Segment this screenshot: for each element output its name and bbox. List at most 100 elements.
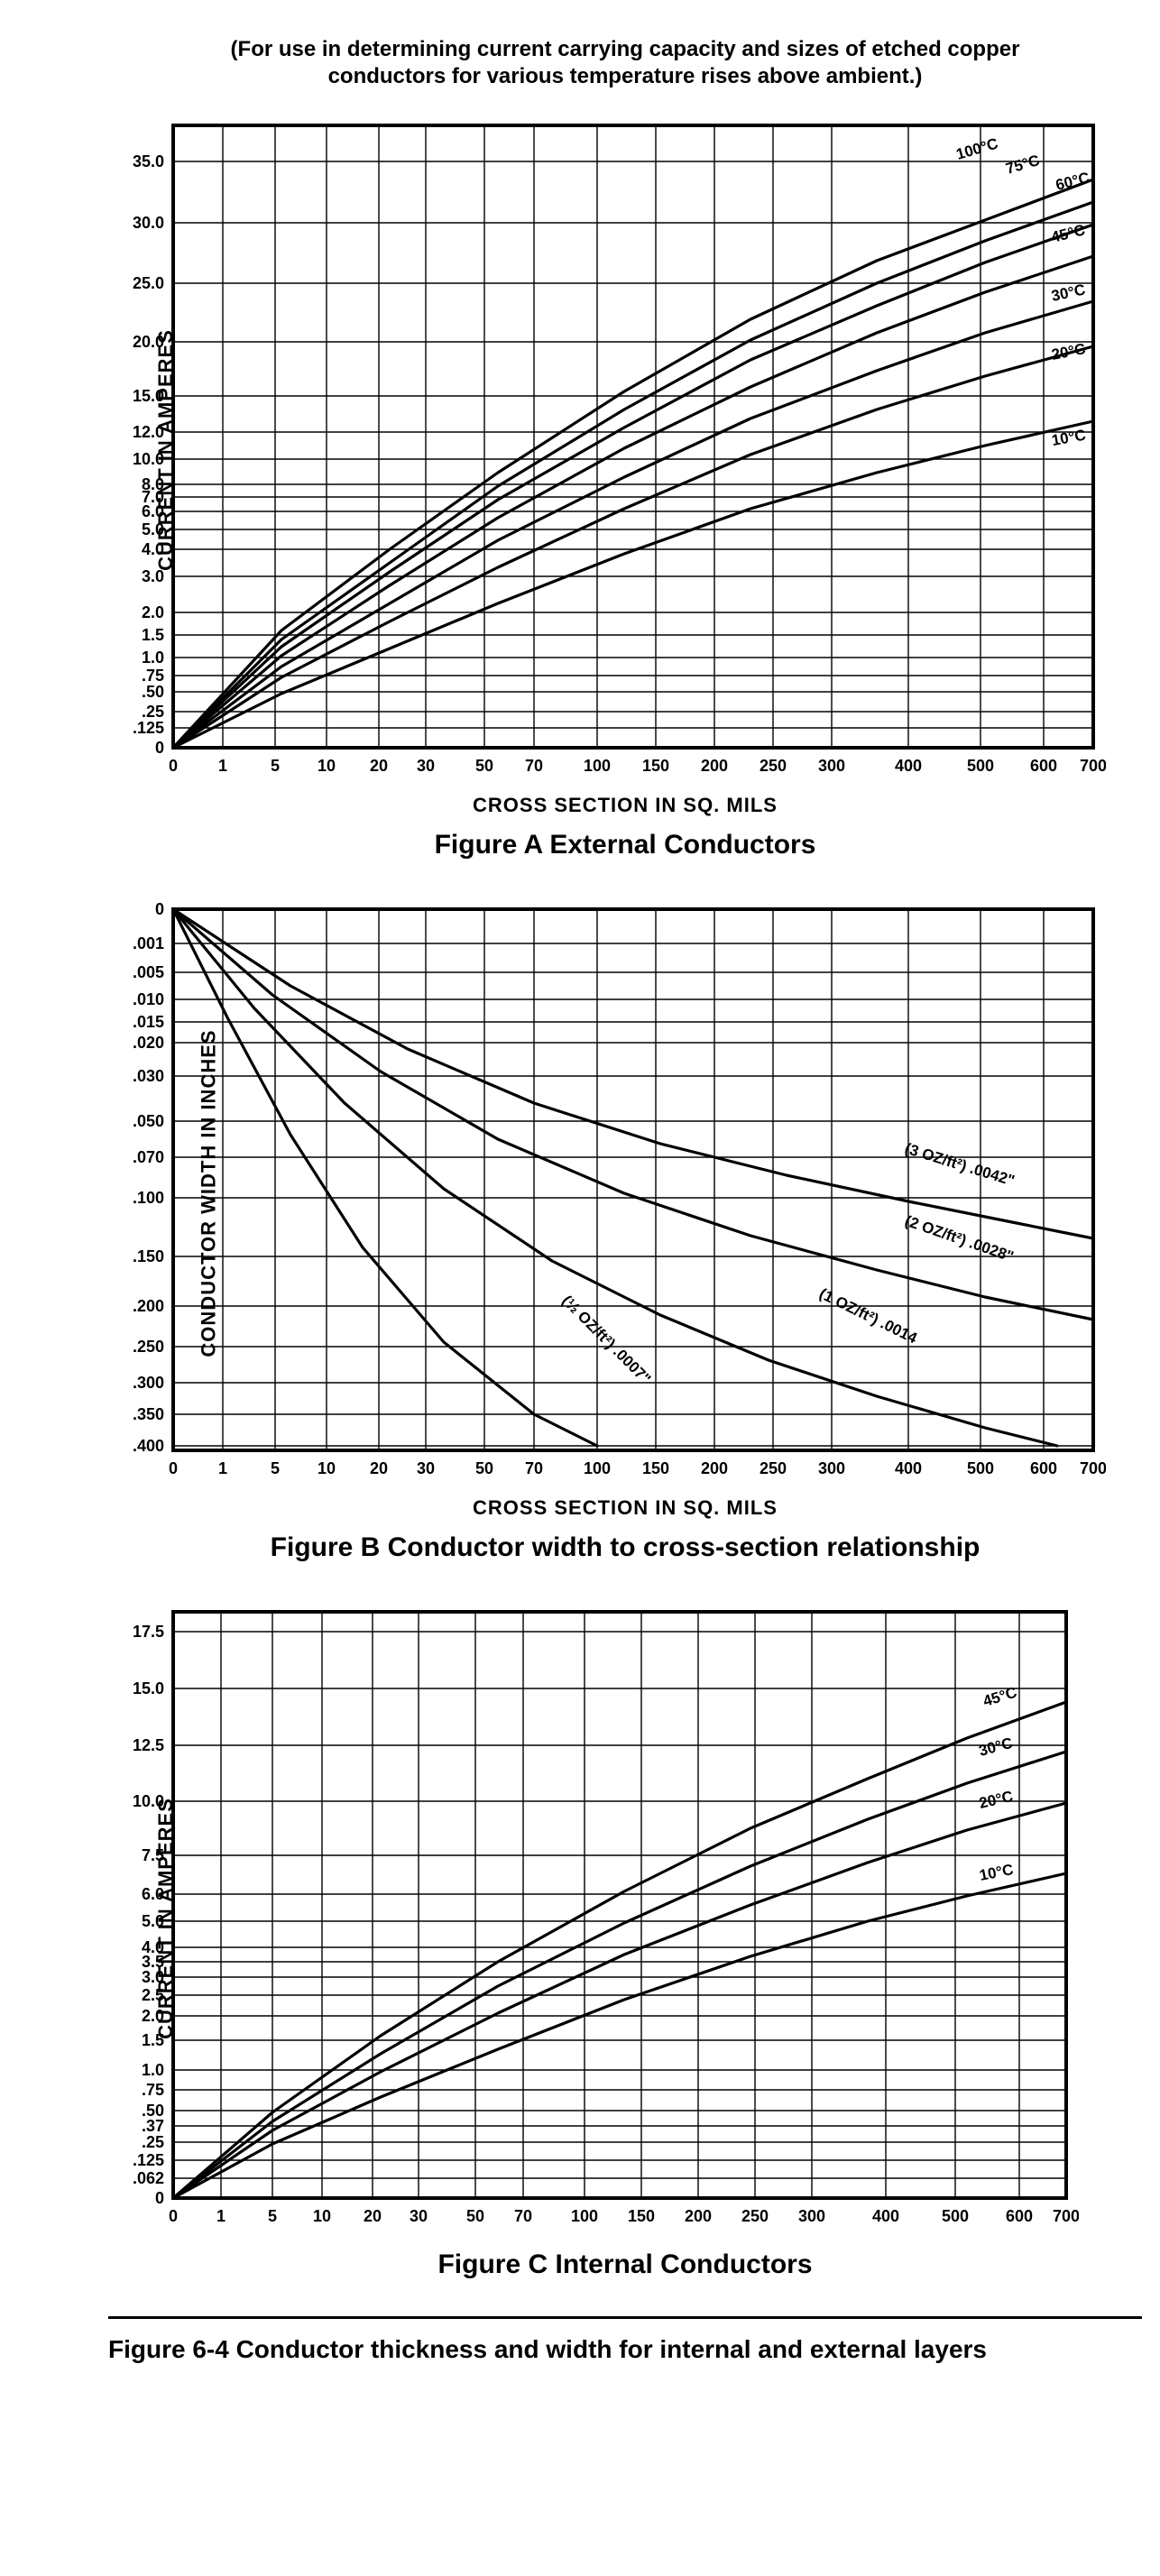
svg-text:200: 200 xyxy=(701,757,728,775)
svg-text:75°C: 75°C xyxy=(1004,152,1042,178)
svg-text:0: 0 xyxy=(169,757,178,775)
svg-text:.50: .50 xyxy=(142,683,164,701)
svg-text:.010: .010 xyxy=(133,990,164,1008)
figure-a-title: Figure A External Conductors xyxy=(108,830,1142,860)
svg-text:30°C: 30°C xyxy=(977,1734,1015,1760)
figure-b-xlabel: CROSS SECTION IN SQ. MILS xyxy=(108,1496,1142,1520)
svg-text:5: 5 xyxy=(271,1459,280,1477)
svg-text:.100: .100 xyxy=(133,1189,164,1207)
figure-b-svg: (3 OZ/ft²) .0042"(2 OZ/ft²) .0028"(1 OZ/… xyxy=(108,897,1106,1485)
svg-text:50: 50 xyxy=(475,757,493,775)
svg-text:600: 600 xyxy=(1030,757,1057,775)
svg-text:1.5: 1.5 xyxy=(142,626,164,644)
svg-text:700: 700 xyxy=(1080,1459,1106,1477)
figure-c-title: Figure C Internal Conductors xyxy=(108,2249,1142,2280)
svg-text:600: 600 xyxy=(1006,2207,1033,2225)
svg-text:.150: .150 xyxy=(133,1247,164,1265)
svg-text:20: 20 xyxy=(370,1459,388,1477)
svg-text:600: 600 xyxy=(1030,1459,1057,1477)
svg-text:.125: .125 xyxy=(133,719,164,737)
svg-text:.25: .25 xyxy=(142,2133,164,2151)
svg-text:20: 20 xyxy=(364,2207,382,2225)
svg-text:30: 30 xyxy=(410,2207,428,2225)
svg-text:.50: .50 xyxy=(142,2102,164,2120)
svg-text:35.0: 35.0 xyxy=(133,152,164,170)
svg-text:250: 250 xyxy=(760,1459,787,1477)
figure-c-block: CURRENT IN AMPERES 45°C30°C20°C10°C01510… xyxy=(108,1599,1142,2280)
svg-text:.062: .062 xyxy=(133,2169,164,2187)
svg-text:250: 250 xyxy=(760,757,787,775)
svg-text:10: 10 xyxy=(318,1459,336,1477)
svg-text:.75: .75 xyxy=(142,2081,164,2099)
svg-text:500: 500 xyxy=(967,1459,994,1477)
svg-text:70: 70 xyxy=(514,2207,532,2225)
svg-text:150: 150 xyxy=(642,1459,669,1477)
svg-text:10: 10 xyxy=(318,757,336,775)
svg-text:300: 300 xyxy=(818,1459,845,1477)
footer-figure-title: Figure 6-4 Conductor thickness and width… xyxy=(108,2316,1142,2364)
svg-text:15.0: 15.0 xyxy=(133,1679,164,1697)
svg-text:.350: .350 xyxy=(133,1405,164,1423)
svg-text:400: 400 xyxy=(895,1459,922,1477)
svg-text:.25: .25 xyxy=(142,703,164,721)
svg-text:1: 1 xyxy=(218,1459,227,1477)
svg-text:.250: .250 xyxy=(133,1338,164,1356)
figure-b-frame: CONDUCTOR WIDTH IN INCHES (3 OZ/ft²) .00… xyxy=(108,897,1106,1489)
svg-text:100: 100 xyxy=(584,757,611,775)
svg-text:50: 50 xyxy=(475,1459,493,1477)
svg-text:60°C: 60°C xyxy=(1054,169,1091,194)
svg-text:.300: .300 xyxy=(133,1374,164,1392)
figure-a-block: CURRENT IN AMPERES 100°C75°C60°C45°C30°C… xyxy=(108,113,1142,860)
svg-text:0: 0 xyxy=(155,900,164,918)
svg-text:500: 500 xyxy=(967,757,994,775)
svg-text:200: 200 xyxy=(685,2207,712,2225)
svg-text:10: 10 xyxy=(313,2207,331,2225)
svg-text:45°C: 45°C xyxy=(981,1684,1019,1710)
svg-text:12.5: 12.5 xyxy=(133,1736,164,1754)
svg-text:.070: .070 xyxy=(133,1148,164,1166)
svg-text:.030: .030 xyxy=(133,1067,164,1085)
figure-b-ylabel: CONDUCTOR WIDTH IN INCHES xyxy=(198,1029,221,1357)
svg-text:0: 0 xyxy=(155,739,164,757)
svg-text:700: 700 xyxy=(1080,757,1106,775)
svg-text:100: 100 xyxy=(571,2207,598,2225)
header-note: (For use in determining current carrying… xyxy=(174,36,1076,90)
svg-text:17.5: 17.5 xyxy=(133,1623,164,1641)
figure-a-xlabel: CROSS SECTION IN SQ. MILS xyxy=(108,794,1142,817)
svg-text:30: 30 xyxy=(417,757,435,775)
svg-text:0: 0 xyxy=(169,2207,178,2225)
svg-text:.75: .75 xyxy=(142,667,164,685)
svg-text:100: 100 xyxy=(584,1459,611,1477)
svg-text:1.0: 1.0 xyxy=(142,2061,164,2079)
svg-text:2.0: 2.0 xyxy=(142,603,164,621)
svg-text:.005: .005 xyxy=(133,963,164,981)
svg-text:400: 400 xyxy=(872,2207,899,2225)
svg-text:700: 700 xyxy=(1053,2207,1079,2225)
svg-text:20°C: 20°C xyxy=(978,1788,1015,1812)
svg-text:400: 400 xyxy=(895,757,922,775)
figure-c-frame: CURRENT IN AMPERES 45°C30°C20°C10°C01510… xyxy=(108,1599,1079,2237)
svg-text:.001: .001 xyxy=(133,934,164,952)
svg-text:300: 300 xyxy=(818,757,845,775)
svg-text:20: 20 xyxy=(370,757,388,775)
figure-c-ylabel: CURRENT IN AMPERES xyxy=(154,1798,178,2039)
svg-text:5: 5 xyxy=(271,757,280,775)
figure-b-title: Figure B Conductor width to cross-sectio… xyxy=(108,1532,1142,1563)
svg-text:70: 70 xyxy=(525,757,543,775)
svg-text:.050: .050 xyxy=(133,1112,164,1130)
figure-a-svg: 100°C75°C60°C45°C30°C20°C10°C01510203050… xyxy=(108,113,1106,782)
svg-text:.015: .015 xyxy=(133,1013,164,1031)
svg-text:.020: .020 xyxy=(133,1034,164,1052)
figure-c-svg: 45°C30°C20°C10°C015102030507010015020025… xyxy=(108,1599,1079,2232)
svg-text:50: 50 xyxy=(466,2207,484,2225)
svg-text:100°C: 100°C xyxy=(954,135,1000,163)
svg-text:30: 30 xyxy=(417,1459,435,1477)
svg-text:0: 0 xyxy=(169,1459,178,1477)
svg-text:20°C: 20°C xyxy=(1050,340,1087,363)
svg-text:45°C: 45°C xyxy=(1049,221,1086,246)
svg-text:1: 1 xyxy=(218,757,227,775)
svg-text:(3 OZ/ft²) .0042": (3 OZ/ft²) .0042" xyxy=(903,1140,1017,1190)
svg-text:500: 500 xyxy=(942,2207,969,2225)
svg-text:150: 150 xyxy=(628,2207,655,2225)
figure-a-ylabel: CURRENT IN AMPERES xyxy=(154,329,178,571)
